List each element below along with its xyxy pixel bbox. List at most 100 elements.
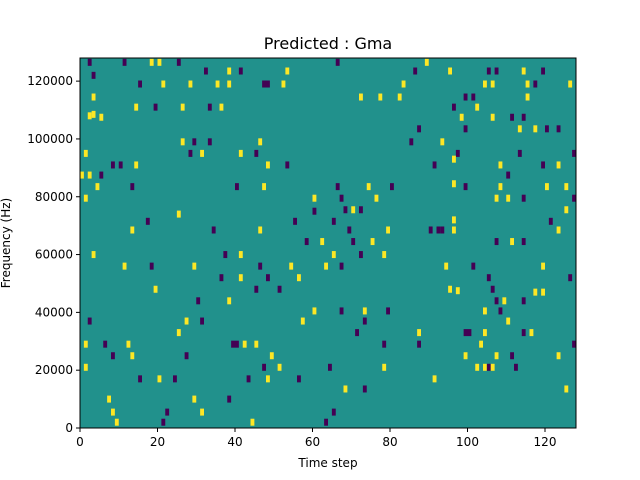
heatmap-cell-21 — [215, 80, 220, 88]
heatmap-cell-24 — [266, 80, 270, 88]
heatmap-cell-93 — [390, 183, 394, 191]
heatmap-cell-200 — [572, 340, 576, 348]
heatmap-cell-201 — [111, 352, 115, 360]
heatmap-cell-145 — [289, 262, 294, 270]
heatmap-cell-194 — [235, 340, 239, 348]
heatmap-cell-203 — [184, 352, 189, 360]
heatmap-cell-102 — [374, 194, 379, 202]
heatmap-cell-32 — [91, 93, 96, 101]
heatmap-cell-132 — [494, 238, 499, 246]
heatmap-cell-78 — [432, 161, 437, 169]
heatmap-cell-180 — [362, 317, 367, 325]
heatmap-cell-91 — [335, 183, 340, 191]
heatmap-cell-196 — [254, 340, 259, 348]
heatmap-cell-52 — [521, 113, 526, 121]
heatmap-cell-153 — [266, 274, 270, 282]
heatmap-cell-115 — [452, 216, 456, 224]
heatmap-cell-227 — [362, 385, 367, 393]
heatmap-cell-103 — [494, 194, 499, 202]
heatmap-cell-0 — [87, 58, 92, 66]
heatmap-cell-239 — [324, 418, 328, 426]
heatmap-cell-213 — [382, 363, 387, 371]
heatmap-cell-199 — [479, 340, 483, 348]
y-tick-label: 100000 — [27, 132, 73, 146]
heatmap-cell-113 — [351, 206, 356, 214]
heatmap-cell-148 — [444, 262, 449, 270]
heatmap-cell-206 — [494, 352, 499, 360]
heatmap-cell-161 — [455, 287, 460, 295]
heatmap-cell-146 — [324, 262, 328, 270]
heatmap-cell-4 — [176, 58, 181, 66]
heatmap-cell-50 — [490, 113, 495, 121]
heatmap-cell-95 — [463, 183, 468, 191]
heatmap-cell-220 — [157, 375, 162, 383]
heatmap-cell-144 — [258, 262, 263, 270]
heatmap-cell-18 — [138, 80, 142, 88]
heatmap-cell-61 — [207, 138, 212, 146]
heatmap-cell-68 — [238, 149, 243, 157]
heatmap-cell-219 — [138, 375, 142, 383]
heatmap-cell-198 — [417, 340, 421, 348]
x-tick-label: 0 — [76, 435, 84, 449]
heatmap-cell-77 — [285, 161, 290, 169]
heatmap-cell-223 — [266, 375, 270, 383]
heatmap-cell-30 — [533, 80, 538, 88]
heatmap-cell-33 — [359, 93, 363, 101]
heatmap-cell-156 — [568, 274, 573, 282]
heatmap-cell-51 — [510, 113, 514, 121]
heatmap-cell-74 — [118, 161, 123, 169]
heatmap-cell-22 — [227, 80, 232, 88]
heatmap-cell-114 — [359, 206, 363, 214]
heatmap-cell-188 — [521, 329, 526, 337]
heatmap-cell-231 — [227, 395, 232, 403]
heatmap-cell-187 — [483, 329, 487, 337]
x-tick-label: 40 — [227, 435, 242, 449]
heatmap-cell-162 — [490, 285, 495, 293]
heatmap-cell-55 — [517, 125, 522, 133]
heatmap-cell-53 — [417, 125, 421, 133]
heatmap-cell-75 — [134, 161, 139, 169]
heatmap-cell-31 — [568, 80, 573, 88]
heatmap-cell-14 — [486, 67, 491, 75]
heatmap-cell-5 — [335, 58, 340, 66]
y-tick-label: 20000 — [35, 363, 73, 377]
heatmap-cell-133 — [510, 238, 514, 246]
heatmap-cell-152 — [238, 274, 243, 282]
heatmap-cell-82 — [556, 161, 561, 169]
heatmap-cell-221 — [173, 375, 177, 383]
heatmap-cell-120 — [258, 226, 263, 234]
heatmap-cell-107 — [176, 210, 181, 218]
heatmap-cell-72 — [572, 149, 576, 157]
heatmap-cell-40 — [91, 110, 96, 118]
heatmap-cell-238 — [250, 418, 255, 426]
heatmap-cell-20 — [188, 80, 193, 88]
y-tick-label: 120000 — [27, 74, 73, 88]
heatmap-cell-62 — [258, 138, 263, 146]
heatmap-cell-15 — [494, 67, 499, 75]
heatmap-cell-42 — [134, 103, 139, 111]
heatmap-cell-19 — [161, 80, 166, 88]
heatmap-cell-140 — [382, 251, 387, 259]
heatmap-cell-123 — [428, 226, 433, 234]
heatmap-cell-224 — [297, 375, 301, 383]
heatmap-cell-106 — [572, 194, 576, 202]
heatmap-cell-173 — [386, 307, 390, 315]
heatmap-cell-28 — [490, 80, 495, 88]
x-axis: 0 20 40 60 80 100 120 — [76, 428, 556, 449]
y-tick-label: 60000 — [35, 248, 73, 262]
heatmap-cell-159 — [277, 285, 282, 293]
heatmap-cell-222 — [246, 375, 251, 383]
heatmap-cell-216 — [486, 363, 491, 371]
heatmap-cell-26 — [401, 80, 406, 88]
heatmap-cell-192 — [126, 340, 131, 348]
heatmap-cells — [80, 58, 576, 426]
heatmap-cell-225 — [432, 375, 437, 383]
heatmap-cell-8 — [204, 67, 208, 75]
heatmap-cell-43 — [153, 103, 158, 111]
heatmap-cell-65 — [83, 149, 88, 157]
y-tick-label: 80000 — [35, 190, 73, 204]
heatmap-cell-190 — [83, 340, 88, 348]
heatmap-cell-169 — [521, 297, 526, 305]
heatmap-cell-111 — [331, 217, 336, 225]
heatmap-cell-138 — [331, 251, 336, 259]
